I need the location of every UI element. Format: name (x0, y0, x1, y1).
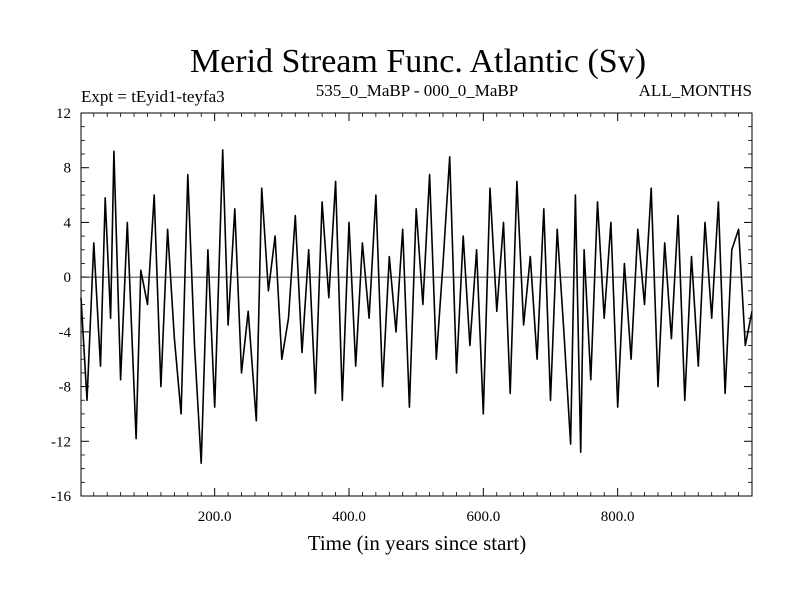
y-tick-label: 12 (56, 106, 71, 122)
x-tick-label: 800.0 (601, 509, 635, 525)
x-tick-label: 200.0 (198, 509, 232, 525)
x-tick-label: 400.0 (332, 509, 366, 525)
y-tick-label: -12 (51, 434, 71, 450)
subtitle-center: 535_0_MaBP - 000_0_MaBP (316, 81, 518, 100)
series-line-0 (80, 149, 753, 465)
y-tick-label: 0 (64, 270, 72, 286)
subtitle-left: Expt = tEyid1-teyfa3 (81, 87, 225, 106)
x-tick-label: 600.0 (466, 509, 500, 525)
y-tick-label: 4 (64, 215, 72, 231)
y-tick-label: -4 (59, 325, 72, 341)
y-tick-label: -8 (59, 380, 72, 396)
chart-title: Merid Stream Func. Atlantic (Sv) (190, 43, 646, 80)
x-axis-label: Time (in years since start) (308, 531, 527, 555)
y-tick-label: 8 (64, 161, 72, 177)
y-tick-label: -16 (51, 489, 71, 505)
plot-frame (80, 112, 753, 497)
subtitle-right: ALL_MONTHS (639, 81, 752, 100)
